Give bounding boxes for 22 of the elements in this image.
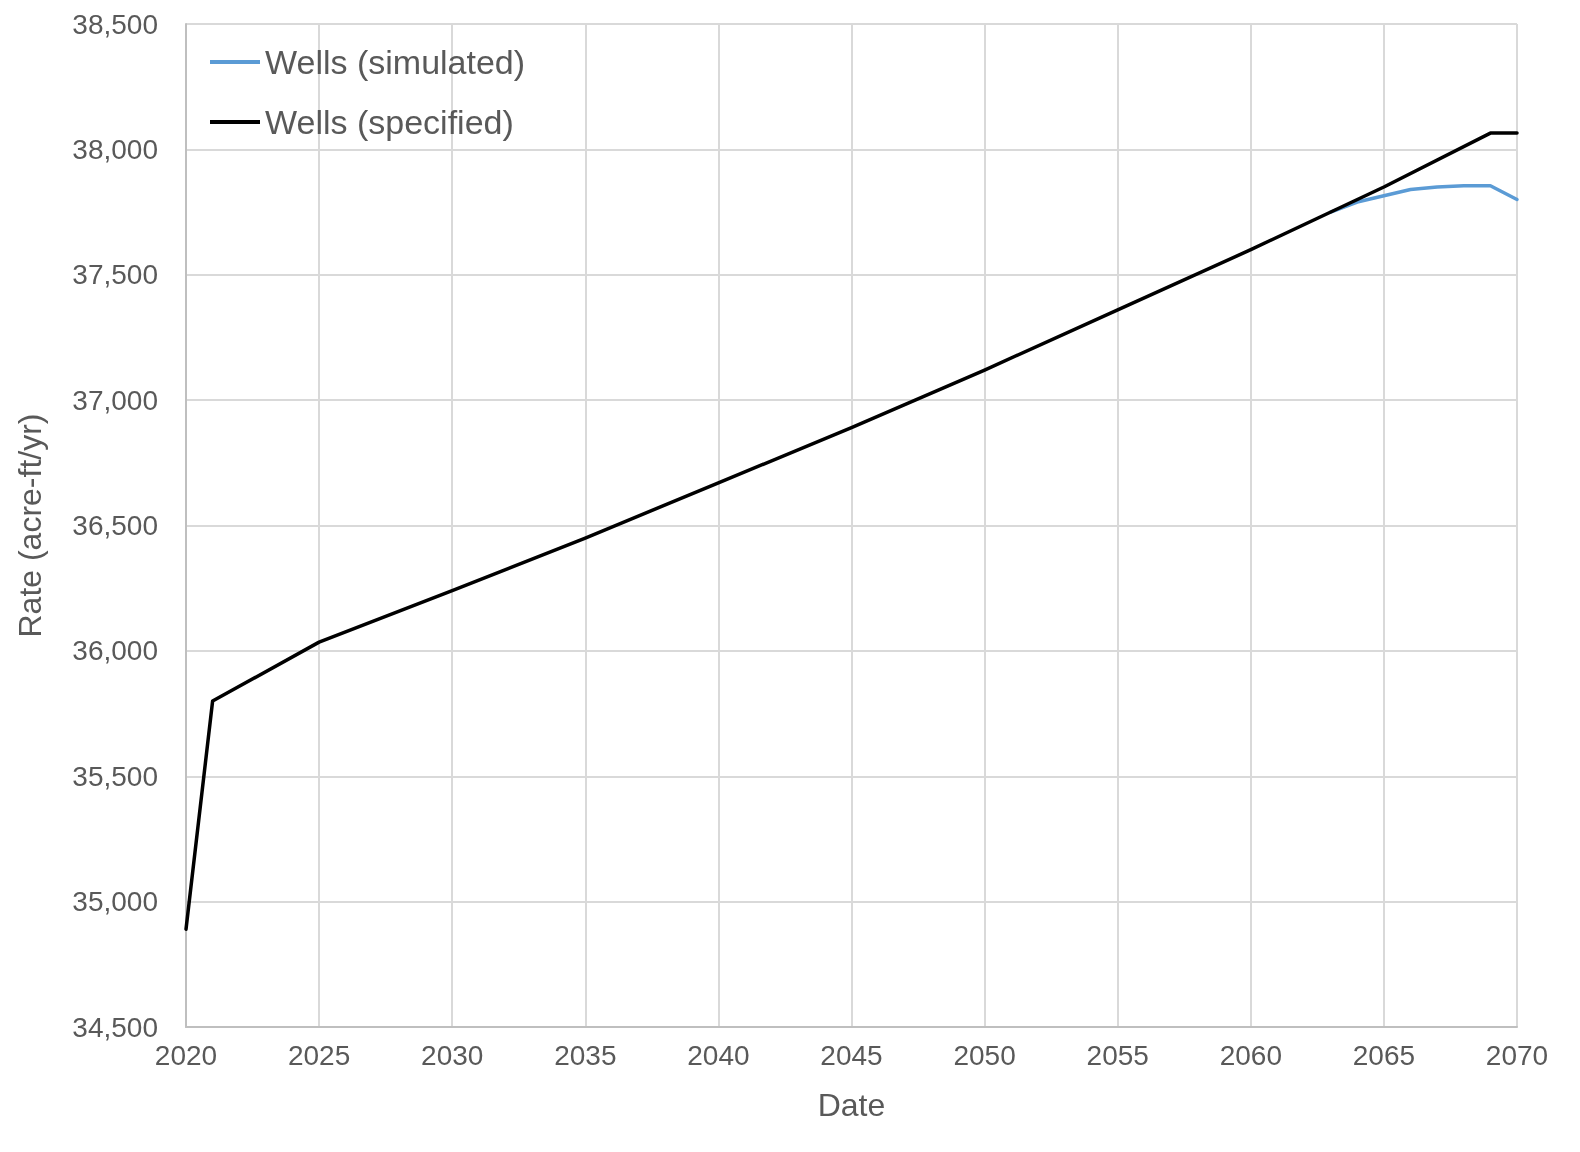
legend-label: Wells (simulated): [265, 43, 526, 81]
x-tick-label: 2025: [287, 1039, 351, 1071]
y-tick-label: 35,500: [72, 760, 158, 792]
x-tick-label: 2055: [1086, 1039, 1149, 1071]
x-tick-label: 2060: [1219, 1039, 1282, 1071]
x-axis-title: Date: [817, 1087, 886, 1123]
x-tick-label: 2070: [1485, 1039, 1549, 1071]
y-tick-label: 38,000: [72, 133, 158, 165]
legend-label: Wells (specified): [265, 103, 514, 141]
y-axis-title: Rate (acre-ft/yr): [12, 413, 48, 638]
x-tick-label: 2050: [953, 1039, 1016, 1071]
x-tick-label: 2065: [1352, 1039, 1416, 1071]
y-tick-label: 35,000: [72, 886, 158, 918]
x-tick-label: 2035: [554, 1039, 617, 1071]
x-tick-label: 2040: [687, 1039, 750, 1071]
y-tick-label: 36,500: [72, 510, 158, 541]
x-tick-label: 2030: [421, 1039, 484, 1071]
y-tick-label: 36,000: [72, 635, 158, 667]
y-tick-label: 37,000: [72, 384, 158, 416]
x-tick-label: 2045: [820, 1039, 883, 1071]
y-tick-label: 38,500: [72, 8, 158, 40]
y-tick-label: 37,500: [72, 259, 158, 291]
